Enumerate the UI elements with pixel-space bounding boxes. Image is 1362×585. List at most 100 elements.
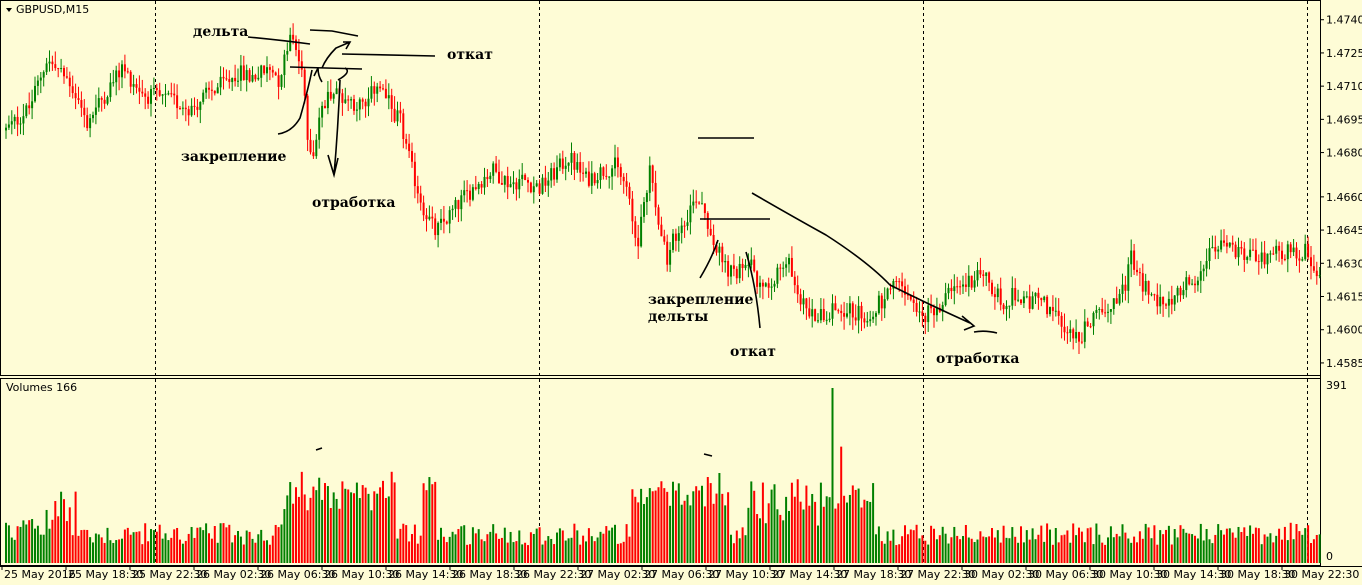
- volume-bar: [608, 530, 611, 563]
- volume-bar: [698, 490, 701, 563]
- volume-bar: [843, 495, 846, 563]
- candle-body: [558, 158, 561, 168]
- volume-bar: [877, 526, 880, 563]
- candle-body: [312, 152, 315, 157]
- volume-bar: [1089, 527, 1092, 563]
- candle-body: [1014, 287, 1017, 301]
- candle-body: [651, 165, 654, 183]
- volume-bar: [1072, 523, 1075, 563]
- volume-bar: [573, 523, 576, 563]
- volume-bar: [466, 544, 469, 563]
- volume-bar: [106, 527, 109, 563]
- volume-bar: [460, 526, 463, 563]
- volume-bar: [71, 535, 74, 563]
- candle-body: [500, 182, 503, 185]
- volume-bar: [616, 543, 619, 563]
- y-tick-label: 1.4695: [1326, 113, 1362, 126]
- candle-body: [991, 282, 993, 295]
- candle-body: [306, 95, 309, 140]
- volume-bar: [1182, 528, 1185, 563]
- candle-body: [280, 75, 283, 87]
- candle-body: [245, 70, 248, 81]
- candle-body: [912, 299, 915, 303]
- candle-body: [428, 216, 431, 220]
- symbol-title: GBPUSD,M15: [16, 3, 89, 16]
- y-tick-label: 1.4645: [1326, 224, 1362, 237]
- menu-triangle-icon[interactable]: [6, 8, 12, 12]
- volume-bar: [1179, 525, 1182, 563]
- candle-body: [1208, 248, 1211, 261]
- candle-body: [608, 176, 611, 178]
- volume-bar: [379, 487, 382, 563]
- volume-bar: [442, 536, 445, 563]
- volume-bar: [953, 526, 956, 563]
- candle-body: [45, 63, 48, 73]
- candle-body: [605, 175, 608, 177]
- volume-bar: [344, 488, 347, 563]
- candle-body: [518, 179, 521, 190]
- volume-bar: [947, 543, 950, 563]
- candle-body: [106, 97, 109, 104]
- volume-bar: [1101, 542, 1104, 563]
- volume-bar: [631, 489, 634, 563]
- volume-bar: [941, 526, 944, 563]
- candle-body: [579, 162, 582, 173]
- volume-bar: [802, 509, 805, 563]
- candle-body: [63, 68, 65, 77]
- volume-bar: [260, 529, 263, 563]
- volume-bar: [1162, 534, 1165, 563]
- candle-body: [36, 80, 39, 86]
- candle-body: [880, 295, 883, 309]
- volume-bar: [97, 534, 100, 563]
- candle-body: [822, 309, 825, 321]
- volume-bar: [1217, 524, 1220, 563]
- volume-bar: [152, 530, 155, 563]
- volume-bar: [872, 483, 875, 563]
- volume-bar: [413, 524, 416, 563]
- candle-body: [158, 90, 161, 96]
- volume-bar: [138, 531, 141, 563]
- volume-bar: [544, 540, 547, 563]
- candle-body: [1283, 258, 1286, 260]
- candle-body: [573, 152, 576, 170]
- candle-body: [318, 117, 321, 140]
- volume-bar: [553, 544, 556, 563]
- volume-bar: [1272, 542, 1275, 563]
- volume-bar: [672, 481, 674, 563]
- candle-body: [1150, 294, 1153, 296]
- candle-body: [222, 76, 225, 79]
- annotation-strokes: [247, 29, 998, 457]
- candle-body: [535, 183, 538, 187]
- volume-bar: [483, 541, 486, 563]
- candle-body: [1080, 341, 1083, 343]
- candle-body: [782, 267, 785, 269]
- volume-bar: [996, 530, 999, 563]
- volume-bar: [503, 527, 506, 563]
- candle-body: [1281, 250, 1283, 259]
- candle-body: [367, 98, 370, 107]
- candle-body: [422, 202, 425, 216]
- volume-bar: [663, 488, 666, 563]
- volume-bar: [930, 525, 933, 563]
- volume-bar: [703, 506, 706, 563]
- candle-body: [408, 143, 411, 152]
- candle-body: [164, 93, 167, 95]
- volume-bar: [118, 539, 121, 563]
- volume-bar: [231, 542, 234, 563]
- candle-body: [886, 288, 889, 300]
- candle-body: [741, 263, 744, 269]
- candle-body: [431, 216, 434, 219]
- candle-body: [1225, 242, 1228, 247]
- volume-bar: [747, 507, 750, 563]
- volume-bar: [1150, 538, 1153, 563]
- volume-bar: [875, 534, 877, 563]
- candle-body: [1170, 298, 1173, 305]
- candle-body: [788, 257, 790, 265]
- volume-bar: [94, 533, 97, 563]
- volume-bar: [184, 540, 187, 563]
- volume-bar: [1083, 542, 1086, 563]
- volume-bar: [944, 533, 947, 563]
- candle-body: [48, 61, 51, 64]
- volume-bar: [1304, 528, 1307, 563]
- volume-bar: [63, 499, 65, 563]
